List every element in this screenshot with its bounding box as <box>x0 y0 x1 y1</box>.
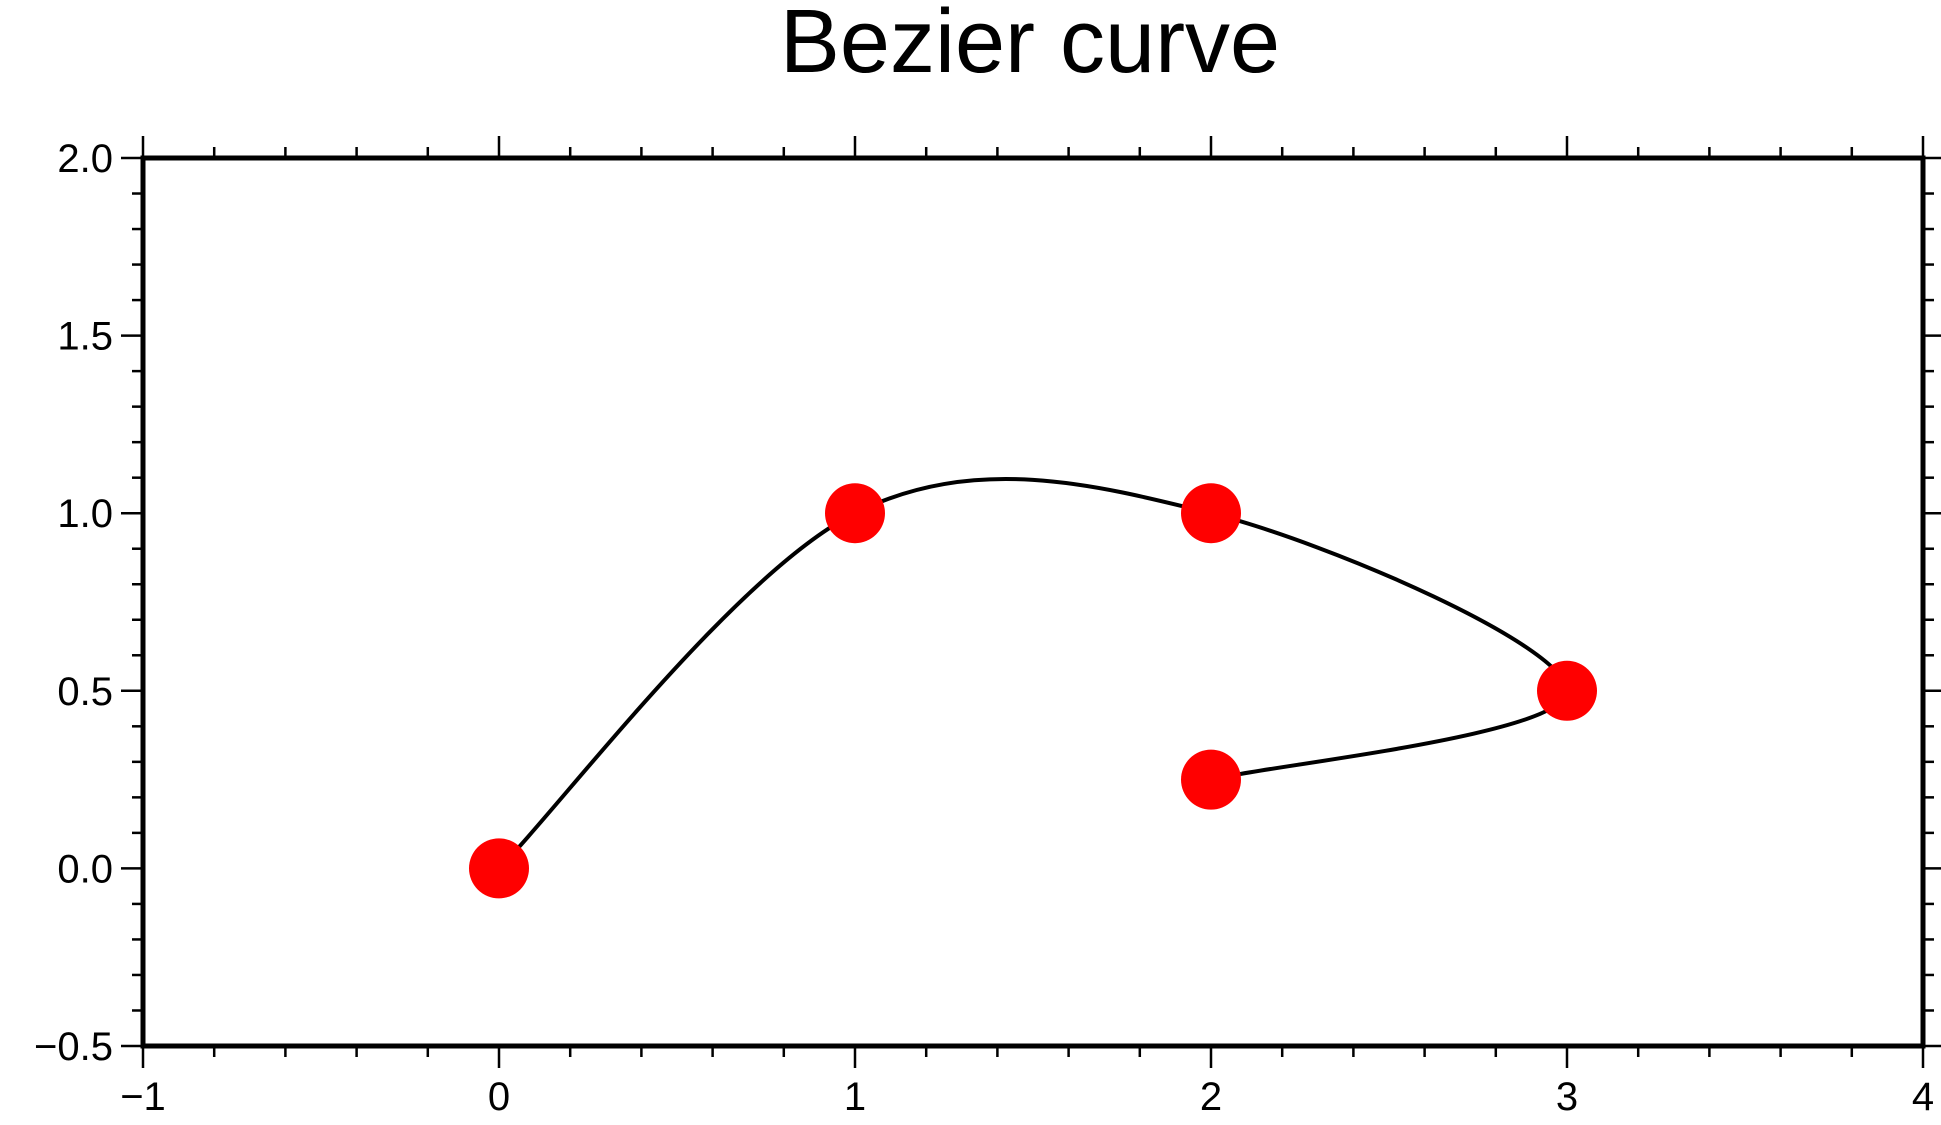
y-tick-label: 2.0 <box>57 137 113 181</box>
x-tick-label: 3 <box>1556 1075 1578 1119</box>
plot-frame <box>140 155 1926 1049</box>
chart-title: Bezier curve <box>780 0 1280 92</box>
x-tick-label: 4 <box>1912 1075 1934 1119</box>
data-point <box>1181 749 1241 810</box>
data-point <box>1537 660 1597 721</box>
x-tick-label: −1 <box>120 1075 166 1119</box>
y-tick-label: −0.5 <box>34 1025 113 1069</box>
data-point <box>825 483 885 544</box>
curve-layer <box>497 477 1569 871</box>
points-layer <box>469 483 1597 899</box>
data-point <box>469 838 529 899</box>
y-tick-label: 1.0 <box>57 492 113 536</box>
data-point <box>1181 483 1241 544</box>
x-tick-label: 2 <box>1200 1075 1222 1119</box>
y-tick-label: 0.5 <box>57 670 113 714</box>
tick-labels: −1 0 1 2 3 4 −0.5 0.0 0.5 1.0 1.5 2.0 <box>34 137 1934 1119</box>
x-tick-label: 0 <box>488 1075 510 1119</box>
bezier-curve-line <box>497 477 1569 871</box>
y-tick-label: 1.5 <box>57 315 113 359</box>
y-tick-label: 0.0 <box>57 847 113 891</box>
x-tick-label: 1 <box>844 1075 866 1119</box>
axis-ticks <box>121 136 1941 1068</box>
